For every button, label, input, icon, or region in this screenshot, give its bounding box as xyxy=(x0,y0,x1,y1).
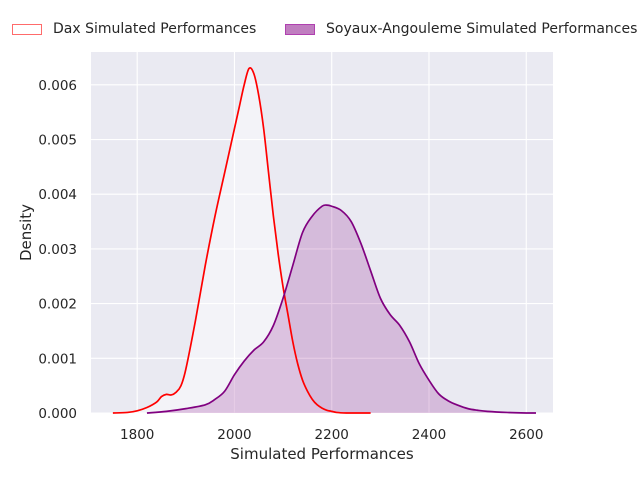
grid-lines xyxy=(91,52,553,414)
chart-legend: Dax Simulated Performances Soyaux-Angoul… xyxy=(0,18,640,44)
x-tick-label: 1800 xyxy=(120,427,154,443)
y-tick-label: 0.001 xyxy=(38,351,77,367)
x-tick-label: 2200 xyxy=(315,427,349,443)
density-fill-dax xyxy=(112,67,371,414)
legend-swatch-dax xyxy=(12,23,42,35)
legend-item-dax: Dax Simulated Performances xyxy=(12,21,256,37)
legend-item-soyaux-angouleme: Soyaux-Angouleme Simulated Performances xyxy=(285,21,637,37)
y-axis-ticks: 0.000 0.001 0.002 0.003 0.004 0.005 0.006 xyxy=(38,78,77,422)
y-tick-label: 0.006 xyxy=(38,78,77,94)
legend-label-dax: Dax Simulated Performances xyxy=(53,21,257,37)
plot-area xyxy=(91,52,553,413)
x-axis-label: Simulated Performances xyxy=(230,445,414,463)
density-series xyxy=(112,67,536,414)
y-tick-label: 0.003 xyxy=(38,242,77,258)
y-tick-label: 0.002 xyxy=(38,297,77,313)
y-tick-label: 0.005 xyxy=(38,133,77,149)
legend-swatch-soyaux-angouleme xyxy=(285,23,315,35)
x-tick-label: 2400 xyxy=(412,427,446,443)
x-tick-label: 2600 xyxy=(509,427,543,443)
x-axis-ticks: 1800 2000 2200 2400 2600 xyxy=(120,427,543,443)
y-tick-label: 0.004 xyxy=(38,187,77,203)
density-line-dax xyxy=(112,67,371,414)
y-tick-label: 0.000 xyxy=(38,406,77,422)
density-fill-soyaux-angouleme xyxy=(146,205,536,414)
y-axis-label: Density xyxy=(17,204,35,261)
x-tick-label: 2000 xyxy=(217,427,251,443)
legend-label-soyaux-angouleme: Soyaux-Angouleme Simulated Performances xyxy=(326,21,638,37)
density-line-soyaux-angouleme xyxy=(146,204,536,414)
